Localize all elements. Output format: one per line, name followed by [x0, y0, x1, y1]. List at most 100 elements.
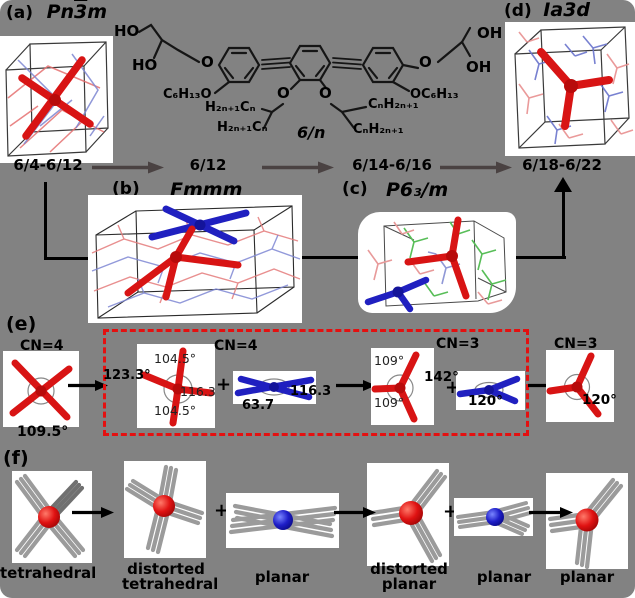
flow-step-4: 6/18-6/22	[522, 156, 602, 174]
flow-arrow-icon	[262, 161, 334, 174]
final-three-node-graphic	[546, 350, 614, 422]
node-arms	[140, 347, 215, 427]
series-label: 6/n	[297, 123, 326, 142]
planar-three-bundle-final-graphic	[546, 473, 628, 569]
geometry-caption: distorted planar	[370, 560, 448, 593]
connector-line	[514, 256, 566, 259]
blue-sphere	[273, 510, 293, 530]
geometry-caption: distorted tetrahedral	[122, 560, 219, 593]
up-arrowhead-icon	[554, 177, 572, 192]
red-sphere	[38, 506, 60, 528]
geometry-caption: planar	[559, 568, 615, 586]
angle-label: 104.5°	[154, 403, 197, 418]
connector-line	[300, 256, 362, 259]
node-center	[484, 385, 494, 395]
angle-label: 123.3°	[103, 368, 151, 383]
panel-b-orthorhombic-network-graphic	[88, 195, 302, 323]
angle-label: 109.5°	[17, 424, 69, 440]
sg-prefix: Pn	[46, 1, 75, 23]
node-center	[446, 250, 458, 262]
dashed-highlight-box	[103, 329, 529, 436]
thin-blue-networks	[528, 35, 624, 145]
flow-step-1: 6/4-6/12	[13, 156, 83, 174]
angle-label: 120°	[582, 392, 617, 408]
panel-d-title: (d) Ia3d	[504, 0, 591, 21]
panel-b-space-group: Fmmm	[170, 179, 243, 201]
hydroxyl-label: HO	[114, 22, 140, 40]
node-center	[35, 385, 47, 397]
alkyl-branch-label: H₂ₙ₊₁Cₙ	[205, 100, 256, 115]
sg-barred: 3	[563, 0, 577, 21]
flow-step-2: 6/12	[189, 156, 227, 174]
alkyl-branch-label: CₙH₂ₙ₊₁	[368, 97, 419, 112]
box-wireframe	[383, 220, 507, 307]
red-sphere	[153, 495, 175, 517]
angle-label: 116.3	[180, 384, 216, 399]
node-center	[194, 219, 206, 231]
angle-label: 63.7	[242, 398, 275, 413]
angle-label: 109°	[374, 395, 405, 410]
planar-three-bundle-graphic	[454, 498, 533, 536]
distorted-tetrahedral-node-red	[124, 225, 242, 301]
hydroxyl-label: OH	[477, 24, 503, 42]
flow-arrow-icon	[92, 161, 164, 174]
cube-wireframe	[5, 41, 109, 157]
cn-label: CN=4	[214, 338, 258, 354]
connector-line	[44, 182, 47, 260]
connector-line	[44, 257, 98, 260]
panel-d-cubic-network-graphic	[505, 22, 635, 156]
flow-step-3: 6/14-6/16	[352, 156, 432, 174]
bond-skeleton	[137, 23, 472, 130]
sg-barred: 3	[74, 1, 88, 23]
planar-three-node-graphic	[456, 371, 525, 410]
thin-green-network	[403, 221, 507, 301]
node-center	[172, 383, 184, 395]
hydroxyl-label: HO	[132, 56, 158, 74]
hexyloxy-label: OC₆H₁₃	[410, 87, 459, 102]
node-center	[269, 382, 279, 392]
ether-oxygen-label: O	[277, 84, 290, 102]
panel-a-title: (a) Pn3m	[6, 1, 108, 23]
geometry-caption: tetrahedral	[0, 564, 97, 582]
molecular-structure-drawing	[137, 23, 472, 130]
panel-c-background	[358, 212, 516, 313]
angle-label: 120°	[468, 393, 503, 409]
thin-blue-network	[91, 234, 301, 308]
thin-pink-networks	[518, 31, 634, 139]
distorted-planar-bundle-graphic	[367, 463, 449, 566]
distorted-three-node-graphic	[371, 348, 434, 425]
geometry-caption: planar	[476, 568, 532, 586]
hexyloxy-label: C₆H₁₃O	[163, 87, 212, 102]
panel-a-cubic-network-graphic	[0, 36, 113, 163]
panel-e-letter: (e)	[6, 313, 37, 335]
angle-label: 116.3	[290, 384, 332, 399]
angle-label: 142°	[424, 369, 459, 385]
tetrahedral-bundle-graphic	[12, 471, 92, 563]
thin-pink-network	[367, 221, 503, 305]
sg-suffix: d	[576, 0, 591, 21]
node-center	[394, 382, 406, 394]
panel-a-space-group: Pn3m	[47, 1, 108, 23]
ether-oxygen-label: O	[419, 53, 432, 71]
panel-c-space-group: P6₃/m	[386, 179, 449, 201]
alkyl-branch-label: H₂ₙ₊₁Cₙ	[217, 120, 268, 135]
angle-arc	[27, 377, 55, 405]
panel-c-letter: (c)	[342, 179, 368, 199]
geometry-caption: planar	[254, 568, 310, 586]
blue-sphere	[486, 508, 504, 526]
ether-oxygen-label: O	[319, 84, 332, 102]
sg-suffix: m	[87, 1, 108, 23]
tetrahedral-node-graphic	[3, 351, 79, 427]
plus-sign: +	[214, 500, 230, 521]
arrow-icon	[336, 380, 376, 391]
distorted-tetrahedral-bundle-graphic	[124, 461, 206, 558]
alkyl-branch-label: CₙH₂ₙ₊₁	[353, 122, 404, 137]
arrow-icon	[529, 507, 573, 518]
red-sphere	[575, 508, 599, 532]
hydroxyl-label: OH	[466, 58, 492, 76]
panel-d-letter: (d)	[504, 1, 532, 21]
node-center	[392, 286, 404, 298]
node-center	[564, 79, 578, 93]
distorted-tetrahedral-node-graphic	[137, 344, 215, 428]
